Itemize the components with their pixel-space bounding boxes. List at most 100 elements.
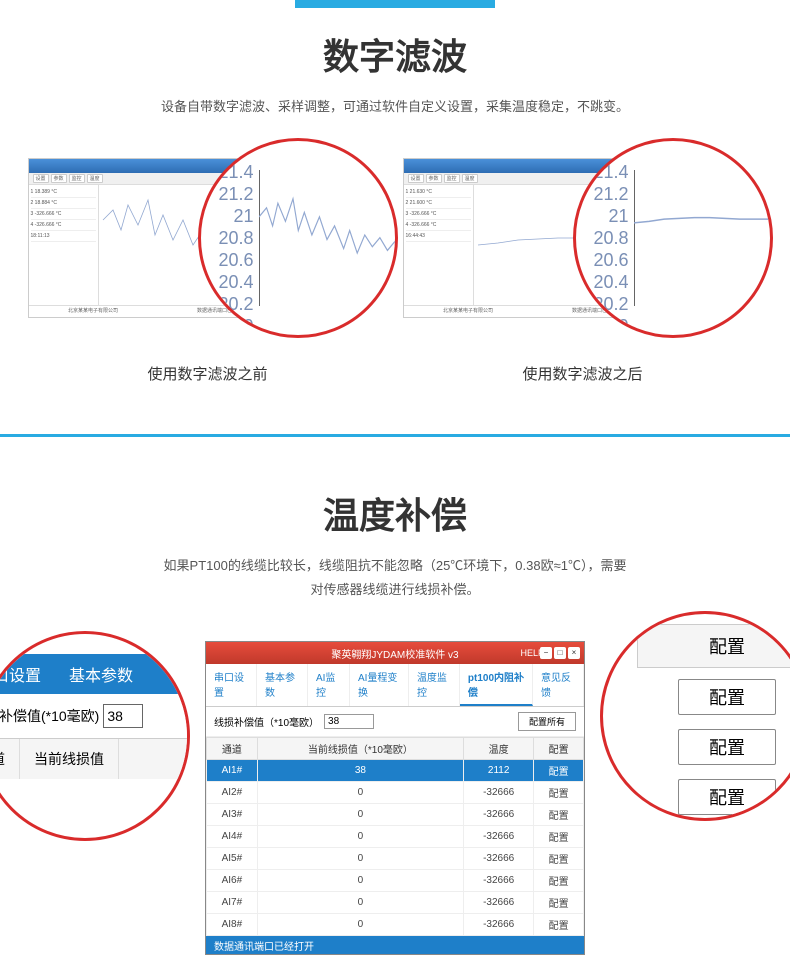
config-button[interactable]: 配置 xyxy=(534,760,584,782)
table-header: 当前线损值（*10毫欧） xyxy=(257,738,463,760)
table-header: 配置 xyxy=(534,738,584,760)
table-cell: 0 xyxy=(257,804,463,826)
caption-after: 使用数字滤波之后 xyxy=(403,363,763,384)
config-button[interactable]: 配置 xyxy=(534,914,584,936)
input-row: 线损补偿值（*10毫欧） 配置所有 xyxy=(206,707,584,737)
config-all-button[interactable]: 配置所有 xyxy=(518,712,576,731)
tab-2[interactable]: AI监控 xyxy=(308,664,350,706)
zoom-tab-serial[interactable]: 串口设置 xyxy=(0,654,55,694)
table-row[interactable]: AI8#0-32666配置 xyxy=(207,914,584,936)
zoom-input-row: 线损补偿值(*10毫欧) xyxy=(0,694,190,739)
sidebar-row: 1 21.630 °C xyxy=(406,187,471,198)
table-cell: AI4# xyxy=(207,826,258,848)
minimize-icon[interactable]: − xyxy=(540,647,552,659)
table-cell: 0 xyxy=(257,914,463,936)
window-titlebar: 聚英翱翔JYDAM校准软件 v3 HELP − □ × xyxy=(206,642,584,664)
axis-tick-label: 20.6 xyxy=(206,249,254,271)
table-cell: -32666 xyxy=(464,826,534,848)
axis-labels: 21.421.22120.820.620.420.220 xyxy=(581,161,629,337)
caption-before: 使用数字滤波之前 xyxy=(28,363,388,384)
config-button[interactable]: 配置 xyxy=(534,782,584,804)
footer-left: 北京某某电子有限公司 xyxy=(29,305,158,315)
table-cell: -32666 xyxy=(464,782,534,804)
close-icon[interactable]: × xyxy=(568,647,580,659)
table-cell: AI3# xyxy=(207,804,258,826)
sidebar-row: 2 18.884 °C xyxy=(31,198,96,209)
config-button[interactable]: 配置 xyxy=(534,826,584,848)
sidebar-row: 3 -326.666 °C xyxy=(406,209,471,220)
sidebar-row: 2 21.600 °C xyxy=(406,198,471,209)
zoom-config-button[interactable]: 配置 xyxy=(678,679,776,715)
table-row[interactable]: AI5#0-32666配置 xyxy=(207,848,584,870)
zoom-tab-params[interactable]: 基本参数 xyxy=(55,654,147,694)
axis-tick-label: 20.8 xyxy=(581,227,629,249)
table-header: 温度 xyxy=(464,738,534,760)
channel-table: 通道当前线损值（*10毫欧）温度配置 AI1#382112配置AI2#0-326… xyxy=(206,737,584,936)
zoom-config-button[interactable]: 配置 xyxy=(678,729,776,765)
config-button[interactable]: 配置 xyxy=(534,870,584,892)
table-cell: AI8# xyxy=(207,914,258,936)
tab-4[interactable]: 温度监控 xyxy=(409,664,460,706)
tab-5[interactable]: pt100内阻补偿 xyxy=(460,664,533,706)
magnifier-right: 配置 配置配置配置配置配置 xyxy=(600,611,790,821)
axis-tick-label: 20.2 xyxy=(206,293,254,315)
status-bar: 数据通讯端口已经打开 xyxy=(206,936,584,954)
zoom-config-header: 配置 xyxy=(637,624,790,668)
table-cell: AI7# xyxy=(207,892,258,914)
tab-3[interactable]: AI量程变换 xyxy=(350,664,409,706)
zoom-line-after xyxy=(634,218,770,223)
zoom-tabs: 串口设置 基本参数 xyxy=(0,654,190,694)
table-cell: -32666 xyxy=(464,892,534,914)
table-cell: 38 xyxy=(257,760,463,782)
config-button[interactable]: 配置 xyxy=(534,892,584,914)
axis-tick-label: 21.4 xyxy=(581,161,629,183)
table-cell: 2112 xyxy=(464,760,534,782)
software-tabs: 串口设置基本参数AI监控AI量程变换温度监控pt100内阻补偿意见反馈 xyxy=(206,664,584,707)
charts-row: 设置参数监控温度 1 18.389 °C2 18.884 °C3 -326.66… xyxy=(0,148,790,384)
table-cell: 0 xyxy=(257,870,463,892)
axis-tick-label: 20 xyxy=(581,315,629,337)
config-button[interactable]: 配置 xyxy=(534,804,584,826)
table-row[interactable]: AI1#382112配置 xyxy=(207,760,584,782)
chart-after-block: 设置参数监控温度 1 21.630 °C2 21.600 °C3 -326.66… xyxy=(403,148,763,384)
zoom-input-value[interactable] xyxy=(103,704,143,728)
axis-tick-label: 21.2 xyxy=(581,183,629,205)
section1-desc: 设备自带数字滤波、采样调整，可通过软件自定义设置，采集温度稳定，不跳变。 xyxy=(0,95,790,118)
table-cell: 0 xyxy=(257,848,463,870)
sidebar-row: 16:44:43 xyxy=(406,231,471,242)
zoom-line-before xyxy=(259,199,395,253)
magnifier-left: 串口设置 基本参数 线损补偿值(*10毫欧) 通道 当前线损值 xyxy=(0,631,190,841)
loss-input[interactable] xyxy=(324,714,374,729)
zoom-config-button[interactable]: 配置 xyxy=(678,779,776,815)
table-cell: AI5# xyxy=(207,848,258,870)
input-label: 线损补偿值（*10毫欧） xyxy=(214,714,319,729)
axis-tick-label: 21 xyxy=(581,205,629,227)
axis-tick-label: 20.4 xyxy=(581,271,629,293)
table-row[interactable]: AI4#0-32666配置 xyxy=(207,826,584,848)
table-cell: AI6# xyxy=(207,870,258,892)
sidebar-row: 3 -326.666 °C xyxy=(31,209,96,220)
config-button[interactable]: 配置 xyxy=(534,848,584,870)
software-row: 串口设置 基本参数 线损补偿值(*10毫欧) 通道 当前线损值 聚英翱翔JYDA… xyxy=(0,631,790,931)
axis-tick-label: 21.2 xyxy=(206,183,254,205)
tab-0[interactable]: 串口设置 xyxy=(206,664,257,706)
axis-tick-label: 20.4 xyxy=(206,271,254,293)
maximize-icon[interactable]: □ xyxy=(554,647,566,659)
axis-tick-label: 20.6 xyxy=(581,249,629,271)
table-cell: 0 xyxy=(257,826,463,848)
section-divider xyxy=(0,434,790,437)
zoom-th-channel: 通道 xyxy=(0,739,20,779)
top-accent-bar xyxy=(295,0,495,8)
sidebar-row: 4 -326.666 °C xyxy=(31,220,96,231)
sidebar-row: 1 18.389 °C xyxy=(31,187,96,198)
table-row[interactable]: AI6#0-32666配置 xyxy=(207,870,584,892)
tab-6[interactable]: 意见反馈 xyxy=(533,664,584,706)
table-row[interactable]: AI7#0-32666配置 xyxy=(207,892,584,914)
tab-1[interactable]: 基本参数 xyxy=(257,664,308,706)
section2-desc: 如果PT100的线缆比较长，线缆阻抗不能忽略（25℃环境下，0.38欧≈1℃），… xyxy=(0,554,790,601)
table-row[interactable]: AI3#0-32666配置 xyxy=(207,804,584,826)
axis-tick-label: 21.4 xyxy=(206,161,254,183)
table-row[interactable]: AI2#0-32666配置 xyxy=(207,782,584,804)
app-sidebar-after: 1 21.630 °C2 21.600 °C3 -326.666 °C4 -32… xyxy=(404,185,474,305)
magnifier-after: 21.421.22120.820.620.420.220 xyxy=(573,138,773,338)
